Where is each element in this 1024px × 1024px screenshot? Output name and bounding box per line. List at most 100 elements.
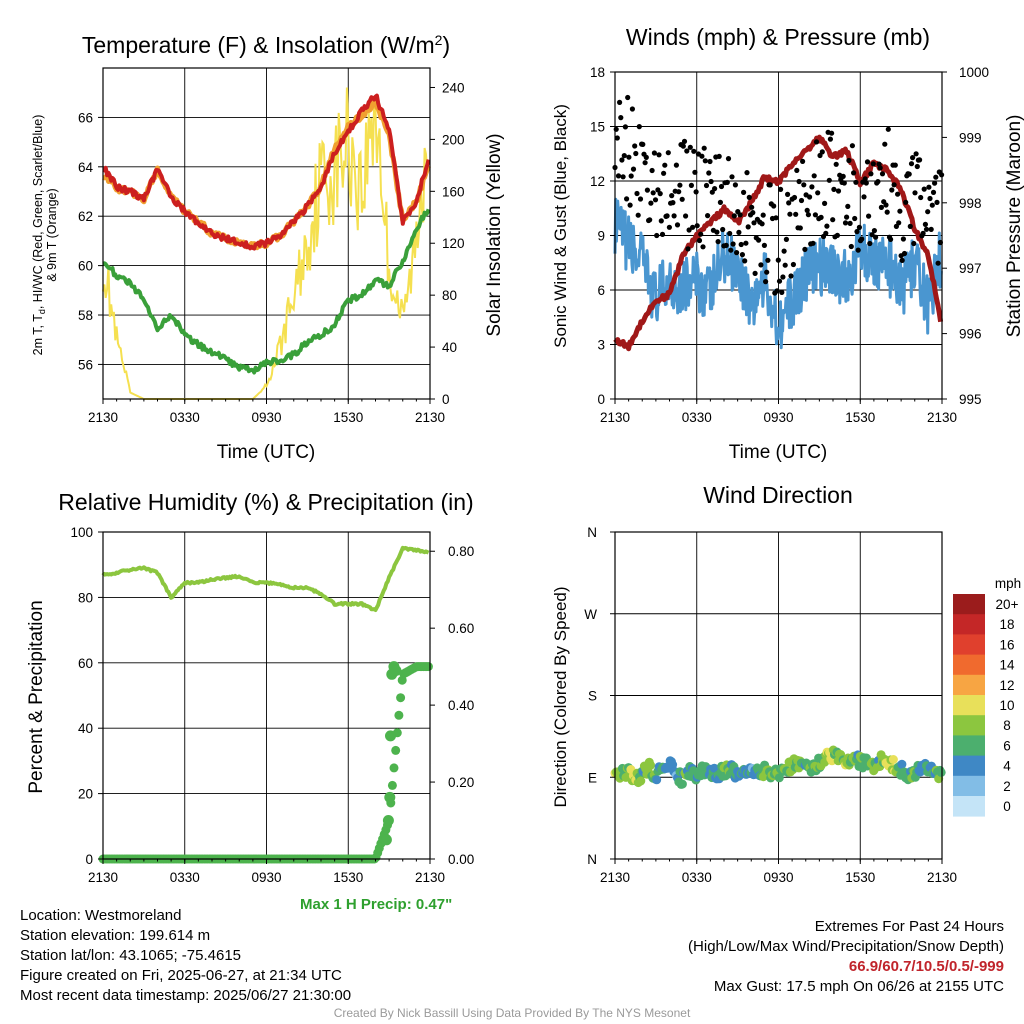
gust-point (791, 194, 798, 201)
gust-point (834, 232, 841, 238)
gust-point (717, 199, 724, 205)
gust-point (683, 213, 689, 219)
pressure-ytick-label: 999 (959, 130, 982, 145)
gust-point (694, 223, 700, 229)
gust-point (779, 289, 785, 295)
colorbar-swatch (953, 614, 985, 635)
direction-point (936, 767, 946, 777)
humidity-ytick-label: 100 (70, 525, 93, 540)
humidity-xtick-label: 2130 (415, 870, 445, 885)
winds-xlabel: Time (UTC) (729, 442, 828, 463)
gust-point (692, 169, 698, 175)
precip-point (384, 791, 396, 803)
temperature-ylabel-line2: & 9m T (Orange) (45, 188, 59, 281)
gust-point (812, 212, 819, 218)
gust-point (801, 182, 807, 188)
gust-point (778, 186, 784, 192)
colorbar-label: 8 (1003, 718, 1011, 733)
temperature-xtick-label: 0330 (170, 410, 200, 425)
gust-point (628, 173, 634, 179)
humidity-ytick-label: 0 (85, 852, 93, 867)
winds-ytick-label: 18 (590, 65, 605, 80)
gust-point (785, 191, 791, 197)
gust-point (664, 213, 670, 219)
gust-point (906, 171, 912, 177)
gust-point (742, 258, 748, 264)
gust-point (715, 239, 721, 245)
colorbar-swatch (953, 715, 985, 736)
gust-point (699, 153, 705, 159)
temperature-y2label: Solar Insolation (Yellow) (484, 133, 505, 336)
gust-point (622, 124, 629, 130)
direction-point (888, 755, 898, 764)
gust-point (822, 200, 828, 206)
gust-point (885, 126, 891, 132)
temperature-xtick-label: 1530 (333, 410, 363, 425)
gust-point (680, 143, 686, 149)
gust-point (896, 220, 902, 226)
temperature-ytick-label: 56 (78, 357, 93, 372)
elevation-text: Station elevation: 199.614 m (20, 927, 211, 944)
gust-point (669, 193, 675, 199)
humidity-ytick-label: 40 (78, 721, 93, 736)
gust-point (807, 194, 813, 200)
gust-point (781, 248, 787, 254)
gust-point (761, 242, 768, 248)
humidity-xtick-label: 1530 (333, 870, 363, 885)
gust-point (930, 189, 937, 195)
gust-point (889, 187, 895, 193)
precip-point (389, 763, 399, 773)
direction-xtick-label: 2130 (600, 870, 630, 885)
precip-ytick-label: 0.40 (448, 698, 474, 713)
gust-point (613, 126, 619, 132)
precip-point (394, 710, 404, 720)
pressure-ytick-label: 996 (959, 327, 982, 342)
gust-point (794, 167, 800, 173)
gust-point (848, 243, 854, 250)
gust-point (796, 178, 802, 185)
insolation-ytick-label: 40 (442, 340, 457, 355)
direction-ytick-label: W (584, 607, 597, 622)
gust-point (810, 240, 816, 246)
gust-point (805, 212, 812, 218)
gust-point (927, 195, 933, 202)
gust-point (731, 213, 737, 219)
gust-point (790, 261, 797, 268)
temperature-ytick-label: 66 (78, 110, 93, 125)
temperature-xtick-label: 2130 (88, 410, 118, 425)
gust-point (853, 179, 859, 185)
gust-point (830, 217, 836, 223)
colorbar-label: 16 (999, 637, 1014, 652)
gust-point (673, 162, 680, 168)
winds-y2label: Station Pressure (Maroon) (1004, 115, 1024, 338)
direction-point (652, 775, 662, 785)
humidity-ytick-label: 60 (78, 656, 93, 671)
gust-point (819, 149, 825, 155)
gust-point (871, 228, 878, 234)
gust-point (780, 274, 786, 280)
gust-point (684, 148, 690, 154)
gust-point (690, 224, 696, 230)
direction-point (668, 760, 678, 770)
gust-point (644, 187, 651, 193)
gust-point (746, 194, 752, 200)
precip-ytick-label: 0.80 (448, 544, 474, 559)
winds-ylabel: Sonic Wind & Gust (Blue, Black) (551, 104, 570, 348)
gust-point (776, 278, 783, 284)
gust-point (617, 99, 623, 105)
winds-xtick-label: 2130 (927, 410, 957, 425)
gust-point (888, 236, 894, 242)
gust-point (831, 186, 837, 192)
humidity-xtick-label: 2130 (88, 870, 118, 885)
gust-point (702, 158, 708, 164)
gust-point (750, 210, 756, 216)
extremes-values: 66.9/60.7/10.5/0.5/-999 (848, 958, 1004, 975)
gust-point (907, 223, 913, 229)
gust-point (922, 221, 929, 227)
gust-point (736, 229, 742, 235)
gust-point (859, 236, 865, 242)
gust-point (800, 158, 806, 164)
gust-point (897, 208, 903, 214)
gust-point (693, 189, 699, 195)
